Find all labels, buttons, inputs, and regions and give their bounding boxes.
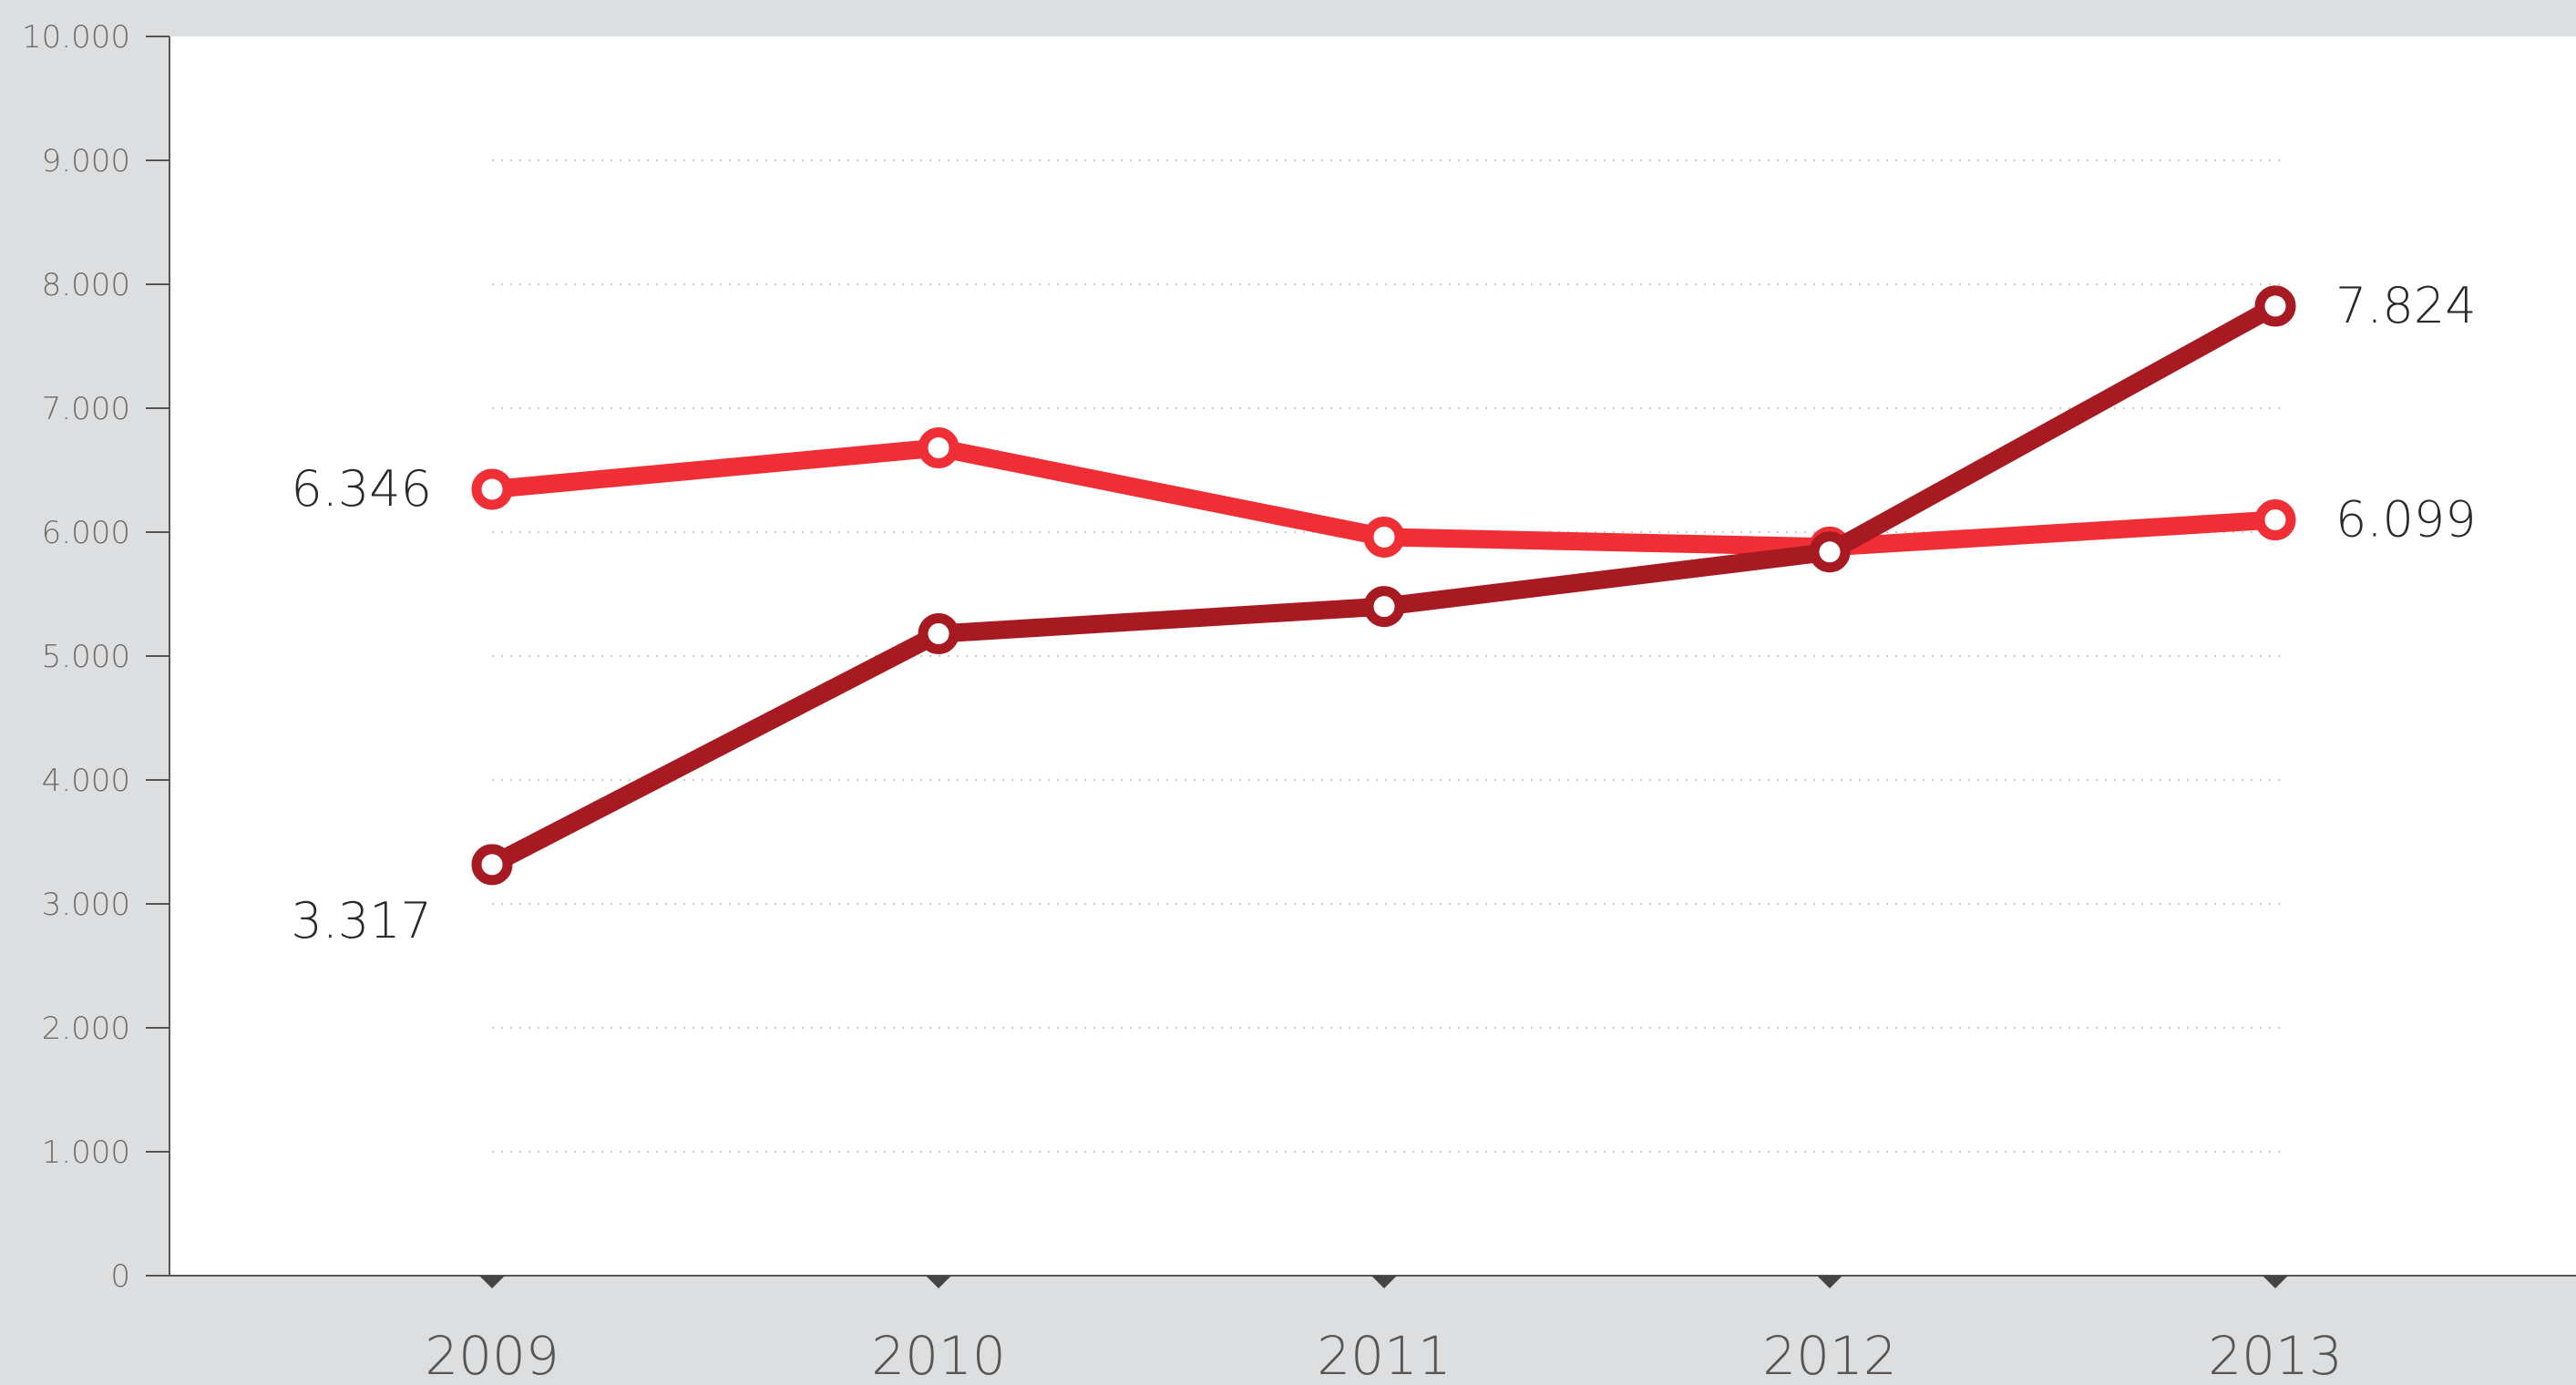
data-labels: 6.346 6.099 3.317 7.824 xyxy=(291,277,2476,949)
x-tick-label: 2012 xyxy=(1762,1325,1897,1385)
data-label: 3.317 xyxy=(291,892,432,949)
y-tick-label: 3.000 xyxy=(42,887,130,923)
y-tick-label: 6.000 xyxy=(42,515,130,551)
axes: 0 1.000 2.000 3.000 4.000 5.000 6.000 7.000 8.00… xyxy=(22,19,2576,1385)
y-tick-label: 2.000 xyxy=(42,1011,130,1047)
data-point xyxy=(918,613,960,655)
y-tick-label: 7.000 xyxy=(42,391,130,427)
data-label: 7.824 xyxy=(2335,277,2477,334)
x-tick-marker xyxy=(479,1276,505,1288)
x-tick-marker xyxy=(926,1276,951,1288)
data-point xyxy=(918,427,960,469)
x-tick-label: 2011 xyxy=(1317,1325,1452,1385)
y-tick-label: 4.000 xyxy=(42,763,130,799)
data-point xyxy=(1363,516,1405,558)
y-tick-label: 0 xyxy=(110,1258,130,1295)
series-lines xyxy=(471,285,2296,886)
plot-area xyxy=(169,36,2576,1276)
data-point xyxy=(2254,499,2296,541)
x-tick-label: 2009 xyxy=(425,1325,559,1385)
data-label: 6.346 xyxy=(291,460,432,518)
data-label: 6.099 xyxy=(2335,491,2477,549)
y-tick-label: 8.000 xyxy=(42,267,130,303)
data-point xyxy=(1809,531,1851,573)
data-point xyxy=(2254,285,2296,327)
data-point xyxy=(1363,586,1405,628)
x-tick-marker xyxy=(1371,1276,1397,1288)
y-tick-label: 5.000 xyxy=(42,639,130,675)
x-tick-label: 2010 xyxy=(871,1325,1006,1385)
data-point xyxy=(471,468,513,510)
y-tick-label: 1.000 xyxy=(42,1134,130,1171)
x-tick-marker xyxy=(2263,1276,2288,1288)
x-tick-marker xyxy=(1817,1276,1842,1288)
data-point xyxy=(471,844,513,886)
y-tick-label: 10.000 xyxy=(22,19,130,56)
x-tick-label: 2013 xyxy=(2208,1325,2343,1385)
y-tick-label: 9.000 xyxy=(42,143,130,180)
